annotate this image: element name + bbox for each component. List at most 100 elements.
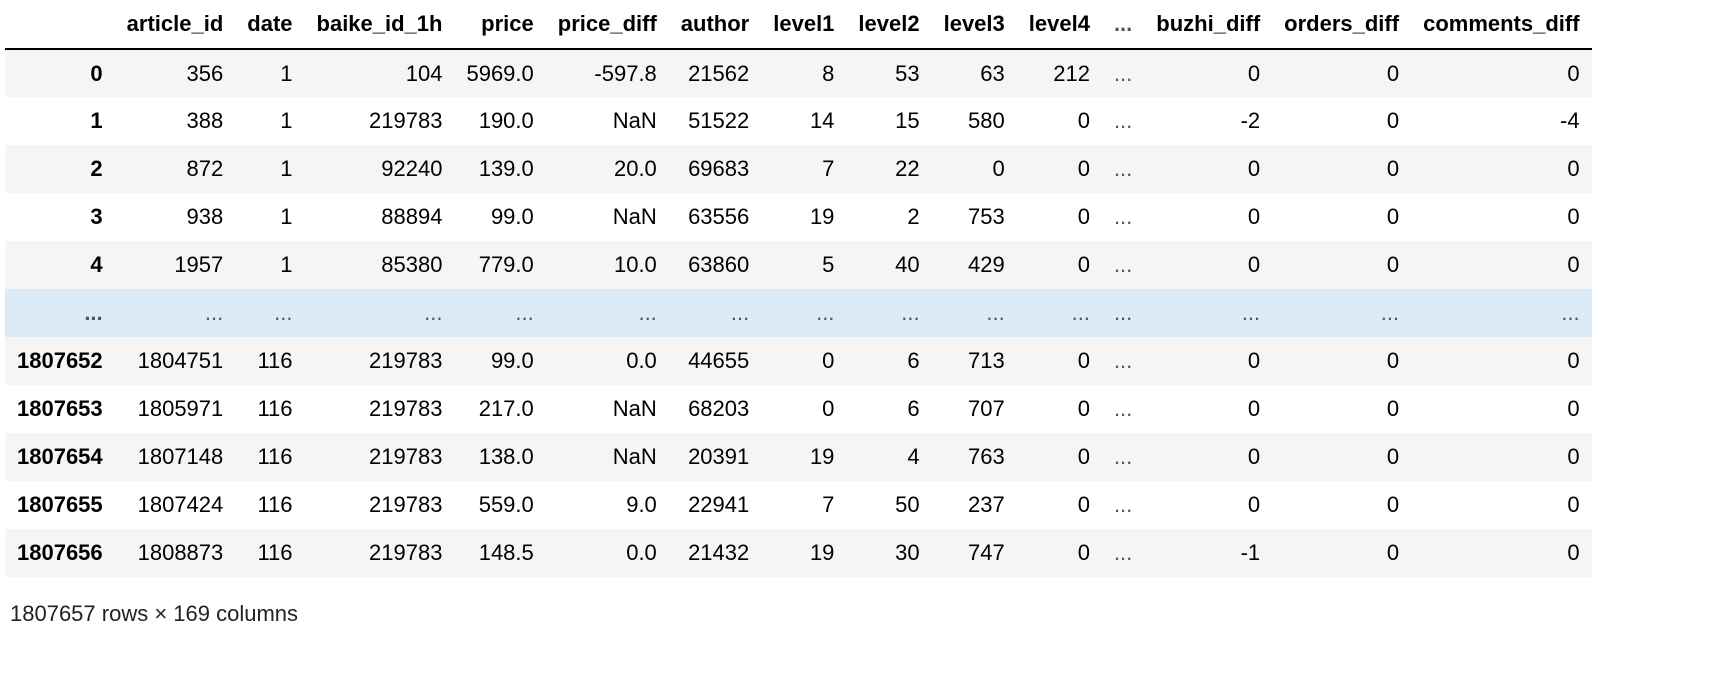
- table-cell: 0: [1386, 492, 1400, 517]
- table-cell: 10.0: [613, 252, 657, 277]
- table-cell: 219783: [369, 348, 443, 373]
- table-cell: 219783: [369, 396, 443, 421]
- table-cell: NaN: [612, 204, 657, 229]
- header-row: article_id date baike_id_1h price price_…: [5, 0, 1592, 50]
- table-cell: 713: [968, 348, 1005, 373]
- table-cell: 0: [1247, 60, 1261, 86]
- column-header-level4: level4: [1016, 0, 1102, 50]
- table-cell: ...: [638, 300, 657, 325]
- table-cell: 6: [907, 348, 920, 373]
- table-cell: 139.0: [478, 156, 534, 181]
- table-cell: 0: [1077, 252, 1090, 277]
- table-cell: 0: [1077, 156, 1090, 181]
- table-cell: 0: [1567, 540, 1580, 565]
- table-cell: 63: [980, 60, 1005, 86]
- table-cell: ...: [816, 300, 835, 325]
- table-cell: 0: [1386, 156, 1400, 181]
- dataframe-output: article_id date baike_id_1h price price_…: [5, 0, 1592, 626]
- table-cell: 580: [968, 108, 1005, 133]
- table-cell: 872: [186, 156, 224, 181]
- table-cell: ...: [1113, 348, 1133, 373]
- table-cell: 6: [907, 396, 920, 421]
- table-cell: ...: [986, 300, 1005, 325]
- table-cell: 21562: [688, 60, 750, 86]
- table-cell: 116: [257, 348, 293, 373]
- table-cell: 0: [1247, 492, 1261, 517]
- index-header: [5, 0, 115, 50]
- row-index: 1807654: [17, 444, 103, 469]
- table-cell: 19: [809, 540, 835, 565]
- table-cell: 1807148: [137, 444, 224, 469]
- table-cell: ...: [424, 300, 443, 325]
- table-cell: 20.0: [613, 156, 657, 181]
- table-cell: 44655: [688, 348, 750, 373]
- table-cell: 0: [1077, 348, 1090, 373]
- table-cell: 0: [1386, 396, 1400, 421]
- table-cell: 5: [822, 252, 835, 277]
- table-cell: 212: [1053, 60, 1090, 86]
- table-header: article_id date baike_id_1h price price_…: [5, 0, 1592, 50]
- column-header-article-id: article_id: [114, 0, 236, 50]
- table-cell: 0: [1567, 444, 1580, 469]
- table-cell: ...: [1561, 300, 1580, 325]
- table-cell: 1: [280, 108, 293, 133]
- column-header-level3: level3: [931, 0, 1017, 50]
- table-cell: 116: [257, 492, 293, 517]
- row-index: 1: [90, 108, 103, 133]
- row-index: 1807653: [17, 396, 103, 421]
- table-cell: 429: [968, 252, 1005, 277]
- table-cell: 19: [809, 444, 835, 469]
- table-cell: 0: [1247, 348, 1261, 373]
- table-cell: 190.0: [478, 108, 534, 133]
- table-cell: 116: [257, 444, 293, 469]
- table-cell: 0: [1077, 396, 1090, 421]
- row-index: 1807656: [17, 540, 103, 565]
- table-cell: 1807424: [137, 492, 224, 517]
- table-cell: ...: [274, 300, 293, 325]
- row-index: 4: [90, 252, 103, 277]
- table-cell: ...: [730, 300, 750, 325]
- table-cell: 14: [809, 108, 835, 133]
- table-cell: 7: [822, 492, 835, 517]
- table-row: 3 938 1 88894 99.0 NaN 63556 19 2 753 0... 0 0 0: [5, 193, 1592, 241]
- table-cell: 0: [1077, 540, 1090, 565]
- row-index: 0: [90, 60, 103, 86]
- table-cell: ...: [1071, 300, 1090, 325]
- table-cell: 1808873: [137, 540, 224, 565]
- table-body: 0 356 1 104 5969.0 -597.8 21562 8 53 63 212... 0 0 0 1…: [5, 49, 1592, 577]
- table-cell: 0.0: [626, 540, 657, 565]
- table-cell: 0: [1077, 444, 1090, 469]
- table-cell: -597.8: [594, 60, 657, 86]
- table-cell: 0: [992, 156, 1005, 181]
- table-cell: 0: [1386, 348, 1400, 373]
- table-cell: 104: [405, 60, 443, 86]
- table-cell: 0: [1386, 108, 1400, 133]
- table-cell: 0: [1567, 252, 1580, 277]
- table-cell: ...: [1113, 252, 1133, 277]
- table-cell: 707: [968, 396, 1005, 421]
- column-header-baike-id-1h: baike_id_1h: [304, 0, 455, 50]
- table-cell: 237: [968, 492, 1005, 517]
- table-cell: ...: [1113, 492, 1133, 517]
- table-row: 1807653 1805971 116 219783 217.0 NaN 68203 0 6 70…: [5, 385, 1592, 433]
- table-cell: 19: [809, 204, 835, 229]
- table-cell: 63556: [688, 204, 750, 229]
- table-cell: 217.0: [478, 396, 534, 421]
- table-cell: 30: [895, 540, 920, 565]
- table-cell: 4: [907, 444, 920, 469]
- table-cell: 116: [257, 396, 293, 421]
- table-cell: 0: [1247, 444, 1261, 469]
- table-row: 1807656 1808873 116 219783 148.5 0.0 21432 19 30…: [5, 529, 1592, 577]
- table-cell: 0: [1386, 444, 1400, 469]
- table-cell: ...: [1113, 300, 1133, 325]
- table-cell: 388: [186, 108, 224, 133]
- table-cell: 0: [1386, 60, 1400, 86]
- table-cell: 2: [907, 204, 920, 229]
- table-row: 1807655 1807424 116 219783 559.0 9.0 22941 7 50 2…: [5, 481, 1592, 529]
- table-cell: 0.0: [626, 348, 657, 373]
- table-cell: 69683: [688, 156, 750, 181]
- table-cell: NaN: [612, 444, 657, 469]
- table-cell: 0: [1567, 396, 1580, 421]
- table-cell: 138.0: [478, 444, 534, 469]
- table-cell: -2: [1240, 108, 1261, 133]
